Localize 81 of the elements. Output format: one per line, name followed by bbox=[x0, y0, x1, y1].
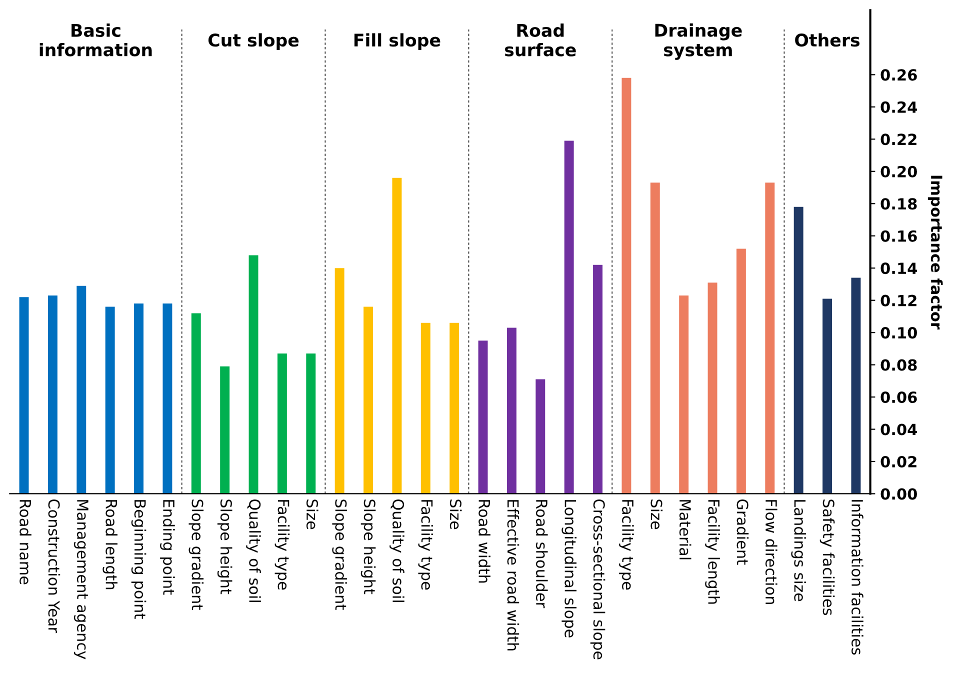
bar bbox=[306, 354, 316, 494]
bar bbox=[564, 140, 574, 494]
y-tick-label: 0.06 bbox=[880, 391, 917, 404]
x-tick-label: Facility type bbox=[418, 500, 434, 590]
x-tick-label: Gradient bbox=[736, 499, 749, 565]
bar bbox=[765, 182, 775, 494]
x-tick-label: Size bbox=[306, 500, 318, 530]
x-tick-label: Facility length bbox=[705, 500, 720, 604]
bar bbox=[736, 248, 746, 494]
x-tick-label: Quality of soil bbox=[390, 499, 404, 602]
x-tick-label: Slope height bbox=[217, 500, 232, 594]
bar bbox=[76, 286, 86, 494]
bar bbox=[478, 340, 488, 494]
bar bbox=[392, 178, 402, 494]
y-axis-title: Importance factor bbox=[928, 176, 943, 330]
bar bbox=[822, 298, 832, 494]
x-tick-label: Size bbox=[450, 500, 462, 530]
y-tick-label: 0.14 bbox=[880, 262, 918, 274]
bar bbox=[851, 278, 861, 494]
x-tick-label: Longitudinal slope bbox=[562, 500, 576, 638]
x-tick-label: Facility type bbox=[274, 500, 290, 590]
x-tick-label: Beginning point bbox=[131, 500, 146, 619]
x-tick-label: Slope height bbox=[360, 500, 376, 594]
bar bbox=[220, 366, 230, 494]
y-tick-label: 0.00 bbox=[880, 488, 917, 500]
y-tick-label: 0.20 bbox=[880, 166, 917, 178]
x-tick-label: Ending point bbox=[160, 500, 175, 595]
y-tick-label: 0.18 bbox=[880, 198, 917, 210]
bar bbox=[536, 379, 546, 494]
annotation: Road surface bbox=[504, 24, 576, 56]
bar bbox=[794, 206, 804, 494]
y-tick-label: 0.08 bbox=[880, 359, 917, 371]
x-tick-label: Slope gradient bbox=[188, 500, 204, 610]
x-tick-label: Safety facilities bbox=[820, 500, 835, 616]
y-tick-label: 0.22 bbox=[880, 134, 916, 146]
x-tick-label: Landings size bbox=[791, 500, 806, 602]
annotation: Others bbox=[795, 33, 860, 47]
x-tick-label: Effective road width bbox=[507, 500, 520, 650]
bar bbox=[650, 182, 660, 494]
bar bbox=[191, 313, 201, 494]
x-tick-label: Facility type bbox=[619, 500, 634, 590]
annotation: Fill slope bbox=[354, 33, 440, 50]
annotation: Cut slope bbox=[208, 33, 299, 50]
y-tick-label: 0.12 bbox=[880, 294, 916, 306]
x-tick-label: Material bbox=[679, 500, 692, 560]
bar bbox=[364, 306, 373, 494]
x-tick-label: Flow direction bbox=[765, 500, 778, 604]
annotation: Drainage system bbox=[655, 23, 742, 60]
bar bbox=[593, 264, 602, 494]
x-tick-label: Road length bbox=[102, 500, 118, 590]
x-tick-label: Slope gradient bbox=[332, 500, 347, 610]
bar bbox=[506, 328, 516, 494]
y-tick-label: 0.04 bbox=[880, 424, 918, 436]
x-tick-label: Road name bbox=[20, 500, 32, 584]
x-tick-label: Cross-sectional slope bbox=[590, 499, 606, 660]
x-tick-label: Quality of soil bbox=[246, 499, 261, 602]
y-tick-label: 0.24 bbox=[880, 101, 918, 113]
bar bbox=[450, 322, 460, 494]
y-tick-label: 0.16 bbox=[880, 230, 917, 242]
x-tick-label: Management agency bbox=[74, 500, 88, 660]
x-tick-label: Size bbox=[650, 500, 663, 530]
x-tick-label: Road shoulder bbox=[536, 500, 548, 608]
bar bbox=[48, 295, 58, 494]
annotation: Basic information bbox=[40, 24, 152, 56]
bar bbox=[420, 322, 430, 494]
x-tick-label: Information facilities bbox=[852, 500, 864, 655]
bar bbox=[134, 304, 144, 494]
x-tick-label: Construction Year bbox=[48, 499, 60, 634]
bar bbox=[679, 295, 689, 494]
x-tick-label: Road width bbox=[478, 500, 490, 583]
bar bbox=[248, 255, 258, 494]
bar bbox=[19, 297, 29, 494]
bar bbox=[708, 282, 718, 494]
bar bbox=[277, 354, 287, 494]
bar bbox=[334, 268, 344, 494]
y-tick-label: 0.10 bbox=[880, 327, 917, 339]
y-tick-label: 0.26 bbox=[880, 69, 917, 81]
bar bbox=[162, 304, 172, 494]
y-tick-label: 0.02 bbox=[880, 456, 916, 468]
bar bbox=[105, 306, 115, 494]
bar bbox=[622, 78, 632, 494]
